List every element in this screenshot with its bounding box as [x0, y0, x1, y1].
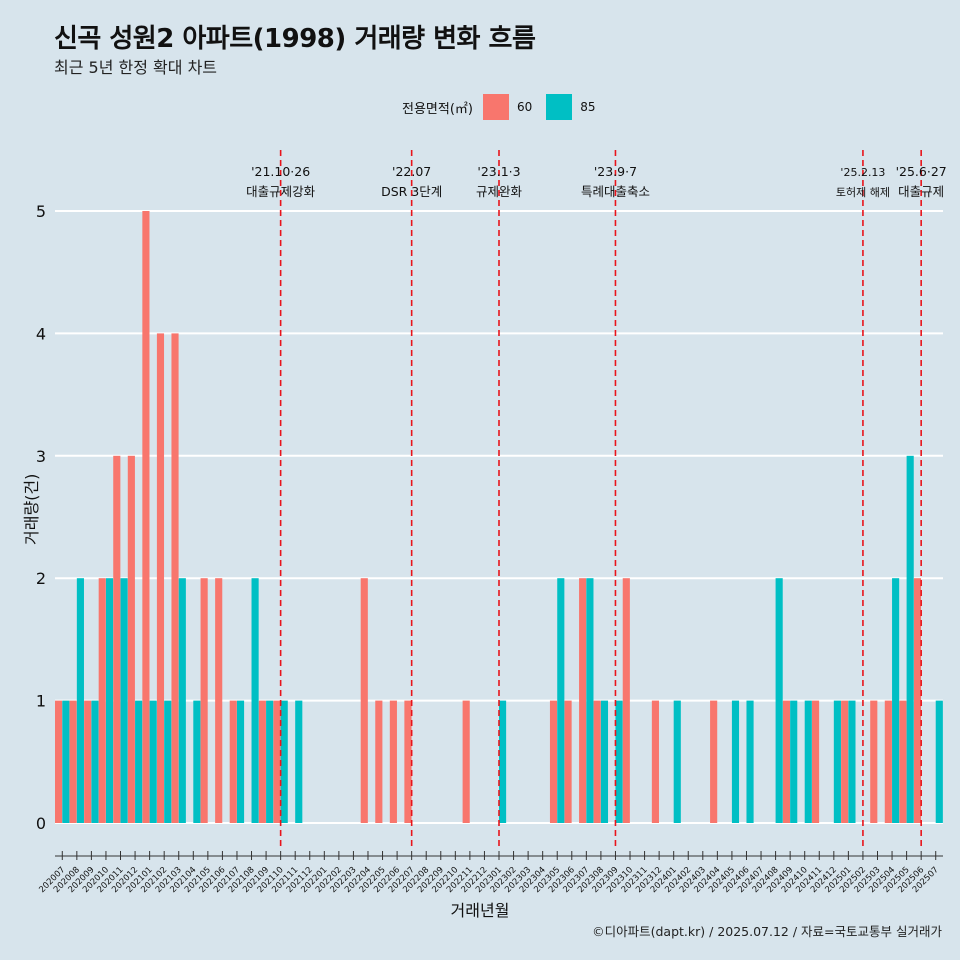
bar — [775, 578, 783, 823]
bar — [84, 700, 92, 823]
bar — [215, 578, 223, 823]
bar — [236, 700, 245, 823]
event-name-label: 토허제 해제 — [836, 185, 890, 199]
bar — [833, 700, 841, 823]
legend-label-60: 60 — [516, 100, 533, 114]
legend-key-60 — [482, 94, 509, 120]
bar — [564, 700, 572, 823]
bar — [841, 700, 849, 823]
event-name-label: DSR 3단계 — [381, 184, 442, 199]
event-name-label: 대출규제 — [898, 184, 944, 199]
bar — [731, 700, 740, 823]
bar — [164, 700, 172, 823]
event-date-label: '23.9·7 — [594, 164, 637, 179]
y-tick-label: 0 — [36, 814, 46, 833]
event-name-label: 규제완화 — [476, 184, 523, 199]
bar — [113, 455, 121, 823]
y-tick-label: 3 — [36, 447, 46, 466]
bar — [848, 700, 856, 823]
event-date-label: '23.1·3 — [477, 164, 520, 179]
y-tick-label: 5 — [36, 202, 46, 221]
y-tick-label: 2 — [36, 569, 46, 588]
event-name-label: 대출규제강화 — [246, 184, 316, 199]
bar — [229, 700, 237, 823]
bar — [375, 700, 383, 823]
bar — [149, 700, 157, 823]
y-axis-title: 거래량(건) — [22, 473, 41, 545]
bar — [135, 700, 143, 823]
legend: 전용면적(㎡) 60 85 — [402, 94, 610, 120]
legend-key-85 — [546, 94, 573, 120]
bar — [193, 700, 201, 823]
bar — [55, 700, 63, 823]
bar — [69, 700, 77, 823]
bar — [62, 700, 70, 823]
bar — [462, 700, 470, 823]
bar — [98, 578, 106, 823]
bar — [651, 700, 659, 823]
chart-subtitle: 최근 5년 한정 확대 차트 — [54, 58, 218, 77]
bar — [673, 700, 681, 823]
bar — [105, 578, 114, 823]
bar — [600, 700, 609, 823]
bar — [273, 700, 281, 823]
bar — [557, 578, 565, 823]
bar — [899, 700, 907, 823]
bar — [120, 578, 128, 823]
bar — [280, 700, 288, 823]
legend-title: 전용면적(㎡) — [402, 101, 473, 117]
bar — [892, 578, 900, 823]
bar — [790, 700, 798, 823]
bar — [76, 578, 84, 823]
y-tick-label: 4 — [36, 324, 46, 343]
bar — [804, 700, 812, 823]
bar — [360, 578, 368, 823]
bar — [782, 700, 791, 823]
bar — [91, 700, 99, 823]
event-date-label: '21.10·26 — [251, 164, 310, 179]
bar — [127, 455, 135, 823]
event-date-label: '25.6·27 — [896, 164, 947, 179]
bar — [266, 700, 274, 823]
bar — [586, 578, 594, 823]
bar — [935, 700, 943, 823]
bar — [499, 700, 507, 823]
bar — [884, 700, 892, 823]
bar — [178, 578, 186, 823]
bar — [906, 455, 914, 823]
bar — [870, 700, 878, 823]
bar — [622, 578, 630, 823]
bar — [746, 700, 754, 823]
bar — [156, 333, 165, 823]
source-caption: ©디아파트(dapt.kr) / 2025.07.12 / 자료=국토교통부 실… — [592, 924, 942, 939]
bar — [295, 700, 303, 823]
event-date-label: '22.07 — [392, 164, 431, 179]
bar — [200, 578, 208, 823]
bar — [811, 700, 820, 823]
event-date-label: '25.2.13 — [840, 166, 885, 179]
legend-label-85: 85 — [580, 100, 596, 114]
bar — [258, 700, 266, 823]
bar — [251, 578, 259, 823]
bar — [171, 333, 179, 823]
bar — [913, 578, 922, 823]
bar — [710, 700, 718, 823]
bar — [549, 700, 558, 823]
bar — [404, 700, 412, 823]
x-axis-title: 거래년월 — [450, 901, 510, 920]
bar — [615, 700, 623, 823]
bar — [142, 211, 150, 823]
bar — [579, 578, 587, 823]
y-tick-label: 1 — [36, 692, 46, 711]
event-name-label: 특례대출축소 — [581, 184, 650, 199]
bar — [389, 700, 397, 823]
chart-title: 신곡 성원2 아파트(1998) 거래량 변화 흐름 — [54, 24, 536, 54]
bar — [593, 700, 601, 823]
